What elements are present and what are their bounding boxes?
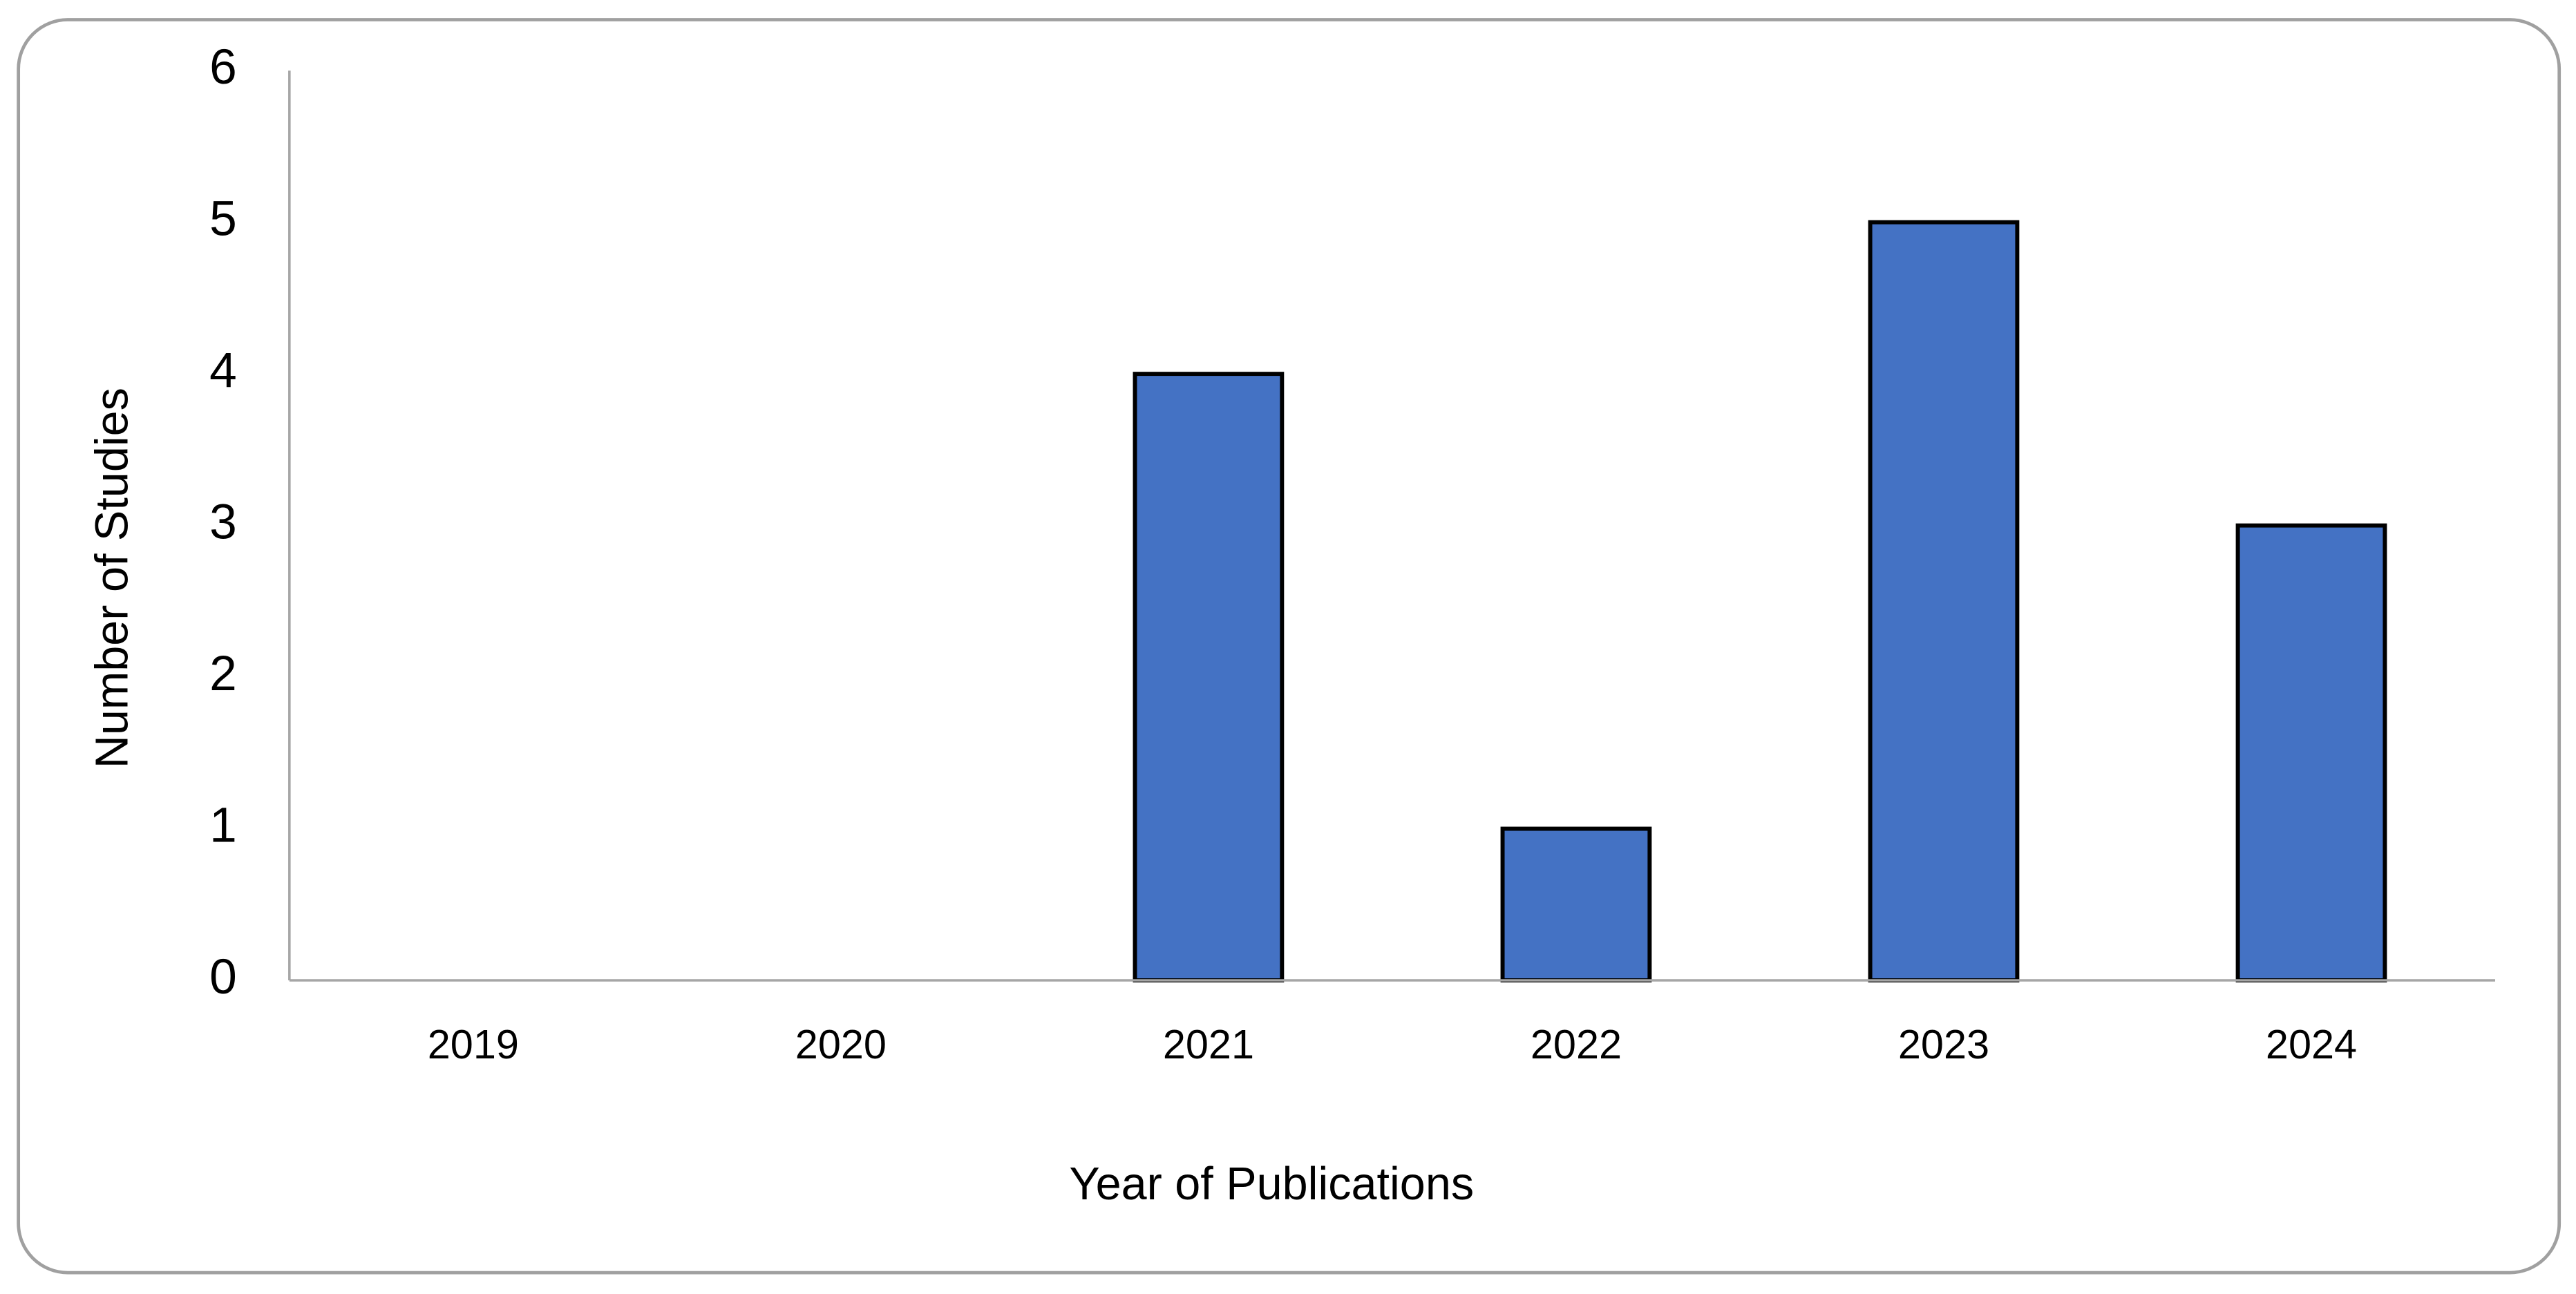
bar	[1868, 220, 2020, 982]
chart-frame	[17, 18, 2561, 1275]
x-tick-label: 2022	[1531, 1021, 1622, 1067]
x-tick-label: 2020	[795, 1021, 887, 1067]
y-tick-label: 6	[209, 39, 237, 95]
x-axis-title: Year of Publications	[1069, 1159, 1474, 1210]
bar	[1133, 372, 1285, 982]
x-tick-label: 2019	[428, 1021, 519, 1067]
y-tick-label: 1	[209, 797, 237, 853]
y-tick-label: 2	[209, 646, 237, 701]
x-tick-label: 2024	[2266, 1021, 2357, 1067]
y-tick-label: 0	[209, 949, 237, 1005]
bar	[2235, 523, 2387, 982]
y-tick-label: 4	[209, 343, 237, 398]
y-axis-title: Number of Studies	[86, 388, 138, 768]
y-tick-label: 3	[209, 494, 237, 549]
x-tick-label: 2023	[1898, 1021, 1989, 1067]
y-tick-label: 5	[209, 191, 237, 247]
bar	[1500, 826, 1652, 982]
x-tick-label: 2021	[1163, 1021, 1254, 1067]
